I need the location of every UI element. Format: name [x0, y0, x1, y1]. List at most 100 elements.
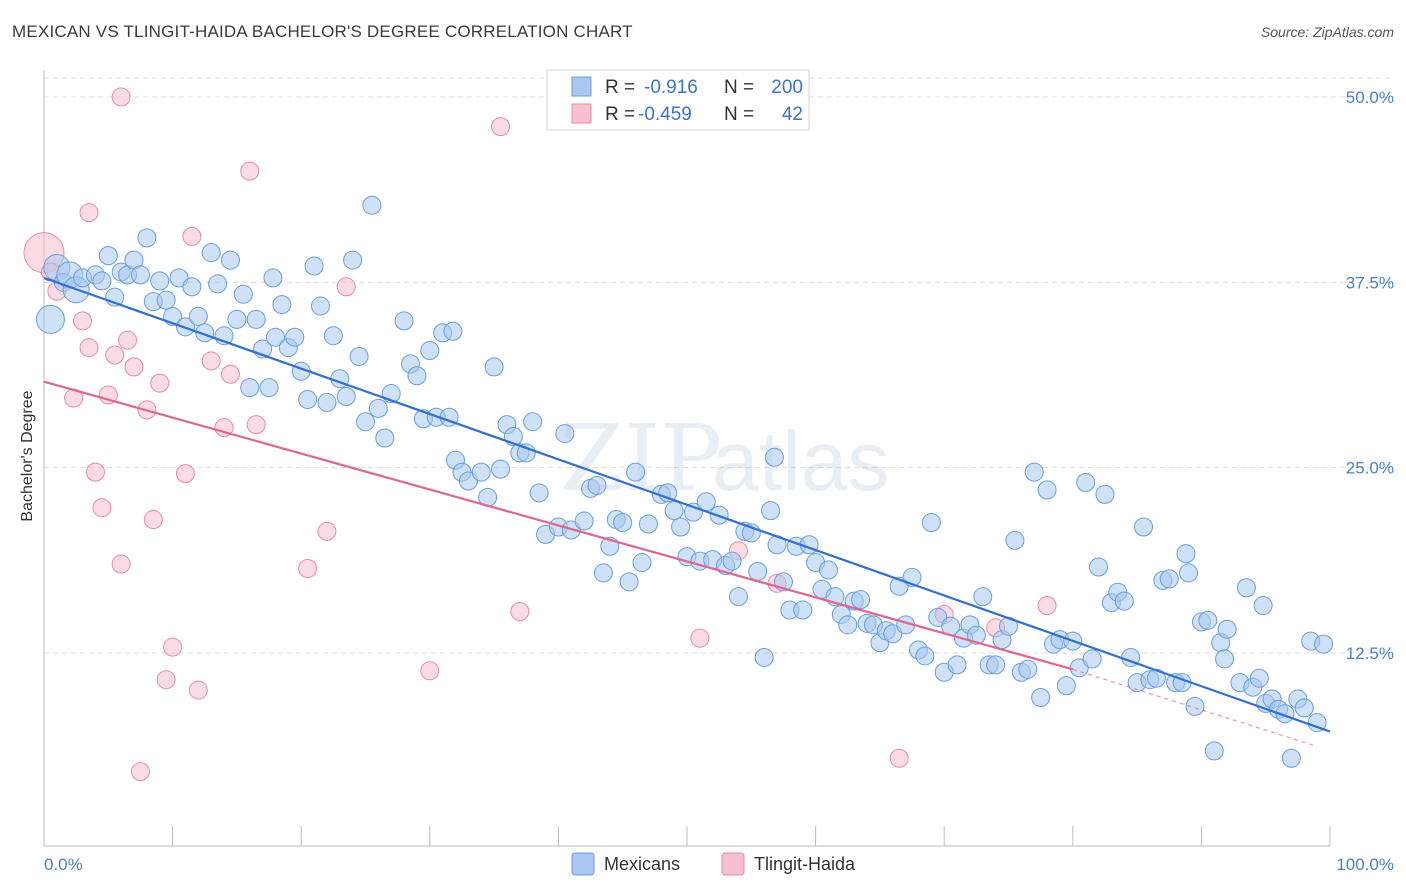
mexicans-point — [272, 295, 292, 315]
mexicans-point — [137, 228, 157, 248]
mexicans-point — [92, 271, 112, 291]
tlingit-haida-point — [130, 762, 150, 782]
mexicans-point — [619, 572, 639, 592]
mexicans-point — [310, 296, 330, 316]
mexicans-point — [1185, 696, 1205, 716]
mexicans-point — [1215, 649, 1235, 669]
tlingit-haida-point — [420, 661, 440, 681]
mexicans-point — [285, 327, 305, 347]
mexicans-point — [516, 443, 536, 463]
tlingit-haida-point — [298, 558, 318, 578]
axes — [43, 70, 1331, 847]
tlingit-haida-point — [73, 311, 93, 331]
mexicans-point — [1294, 698, 1314, 718]
mexicans-point — [265, 327, 285, 347]
mexicans-point — [394, 311, 414, 331]
mexicans-point — [1307, 713, 1327, 733]
mexicans-point — [764, 447, 784, 467]
mexicans-point — [664, 501, 684, 521]
mexicans-point — [851, 590, 871, 610]
mexicans-point — [98, 246, 118, 266]
mexicans-point — [722, 551, 742, 571]
x-tick-label-min: 0.0% — [44, 855, 83, 874]
legend-tlingit-haida-label: Tlingit-Haida — [754, 854, 856, 874]
y-tick-label: 25.0% — [1346, 459, 1394, 478]
mexicans-point — [671, 517, 691, 537]
series-legend: Mexicans Tlingit-Haida — [571, 852, 856, 876]
tlingit-haida-point — [175, 464, 195, 484]
legend-n-label-2: N = — [724, 104, 754, 125]
mexicans-point — [1082, 649, 1102, 669]
mexicans-point — [208, 274, 228, 294]
mexicans-point — [182, 277, 202, 297]
mexicans-point — [343, 250, 363, 270]
legend-r-value-1: -0.916 — [644, 77, 698, 98]
mexicans-point — [1031, 687, 1051, 707]
legend-mexicans-swatch — [571, 852, 595, 876]
tlingit-haida-point — [143, 510, 163, 530]
mexicans-point — [240, 378, 260, 398]
mexicans-point — [407, 366, 427, 386]
tlingit-haida-point — [92, 498, 112, 518]
mexicans-point — [626, 462, 646, 482]
mexicans-point — [754, 647, 774, 667]
mexicans-point — [443, 321, 463, 341]
x-tick-marks — [43, 826, 1331, 846]
mexicans-point — [793, 600, 813, 620]
tlingit-haida-point — [182, 226, 202, 246]
tlingit-haida-point — [124, 357, 144, 377]
mexicans-point — [1018, 659, 1038, 679]
tlingit-haida-point — [118, 330, 138, 350]
tlingit-haida-point — [201, 351, 221, 371]
mexicans-point — [523, 412, 543, 432]
mexicans-swatch — [571, 76, 592, 97]
mexicans-point — [1076, 472, 1096, 492]
legend-r-label-2: R = — [605, 104, 635, 125]
watermark-zip: ZIP — [560, 405, 722, 512]
mexicans-point — [921, 513, 941, 533]
tlingit-haida-trend-line — [43, 380, 1074, 671]
y-axis-label: Bachelor's Degree — [19, 390, 36, 521]
mexicans-points — [35, 195, 1334, 768]
y-tick-label: 50.0% — [1346, 88, 1394, 107]
mexicans-point — [1005, 530, 1025, 550]
mexicans-point — [491, 459, 511, 479]
mexicans-point — [233, 284, 253, 304]
mexicans-point — [298, 389, 318, 409]
mexicans-point — [1176, 544, 1196, 564]
mexicans-point — [130, 265, 150, 285]
tlingit-haida-point — [111, 87, 131, 107]
mexicans-point — [748, 561, 768, 581]
mexicans-point — [574, 511, 594, 531]
tlingit-haida-point — [163, 637, 183, 657]
mexicans-point — [368, 398, 388, 418]
mexicans-point — [587, 475, 607, 495]
tlingit-haida-points — [23, 87, 1057, 782]
mexicans-point — [35, 304, 65, 334]
mexicans-point — [227, 309, 247, 329]
mexicans-trend-line — [43, 276, 1331, 733]
tlingit-haida-point — [105, 345, 125, 365]
mexicans-point — [304, 256, 324, 276]
mexicans-point — [1179, 563, 1199, 583]
tlingit-haida-trend-extension — [1072, 668, 1318, 747]
mexicans-point — [761, 501, 781, 521]
mexicans-point — [1114, 591, 1134, 611]
tlingit-haida-point — [150, 373, 170, 393]
mexicans-point — [336, 386, 356, 406]
mexicans-point — [349, 346, 369, 366]
mexicans-point — [728, 587, 748, 607]
legend-n-label-1: N = — [724, 77, 754, 98]
mexicans-point — [696, 492, 716, 512]
mexicans-point — [484, 357, 504, 377]
tlingit-haida-point — [85, 462, 105, 482]
tlingit-haida-point — [79, 203, 99, 223]
mexicans-point — [220, 250, 240, 270]
legend-n-value-2: 42 — [782, 104, 803, 125]
mexicans-point — [1236, 578, 1256, 598]
mexicans-point — [1204, 741, 1224, 761]
tlingit-haida-point — [188, 680, 208, 700]
mexicans-point — [1281, 748, 1301, 768]
legend-r-value-2: -0.459 — [638, 104, 692, 125]
